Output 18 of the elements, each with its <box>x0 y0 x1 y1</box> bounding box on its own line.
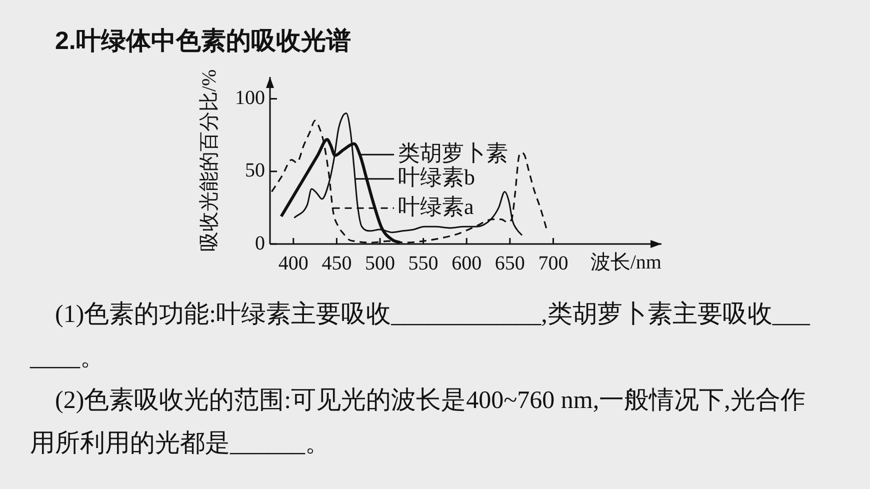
chart-title: 2.叶绿体中色素的吸收光谱 <box>55 26 351 57</box>
x-tick-label: 550 <box>408 252 438 274</box>
y-axis-title: 吸收光能的百分比/% <box>198 69 220 252</box>
x-axis-title: 波长/nm <box>590 251 662 274</box>
x-tick-label: 450 <box>322 252 352 274</box>
x-tick-label: 650 <box>494 252 525 274</box>
text: (1)色素的功能:叶绿素主要吸收____________,类胡萝卜素主要吸收_______。 <box>30 300 811 373</box>
x-tick-label: 500 <box>365 252 395 274</box>
y-tick-label: 0 <box>255 232 265 254</box>
x-tick-label: 400 <box>278 252 308 274</box>
legend-label: 叶绿素a <box>398 194 474 219</box>
x-tick-label: 600 <box>452 252 482 274</box>
legend-label: 类胡萝卜素 <box>398 140 508 166</box>
text: (2)色素吸收光的范围:可见光的波长是400~760 nm,一般情况下,光合作用所利用的光都是______。 <box>30 386 806 459</box>
y-tick-label: 100 <box>235 87 265 110</box>
legend-label: 叶绿素b <box>398 164 476 190</box>
x-tick-label: 700 <box>538 252 568 274</box>
y-tick-label: 50 <box>245 160 265 182</box>
